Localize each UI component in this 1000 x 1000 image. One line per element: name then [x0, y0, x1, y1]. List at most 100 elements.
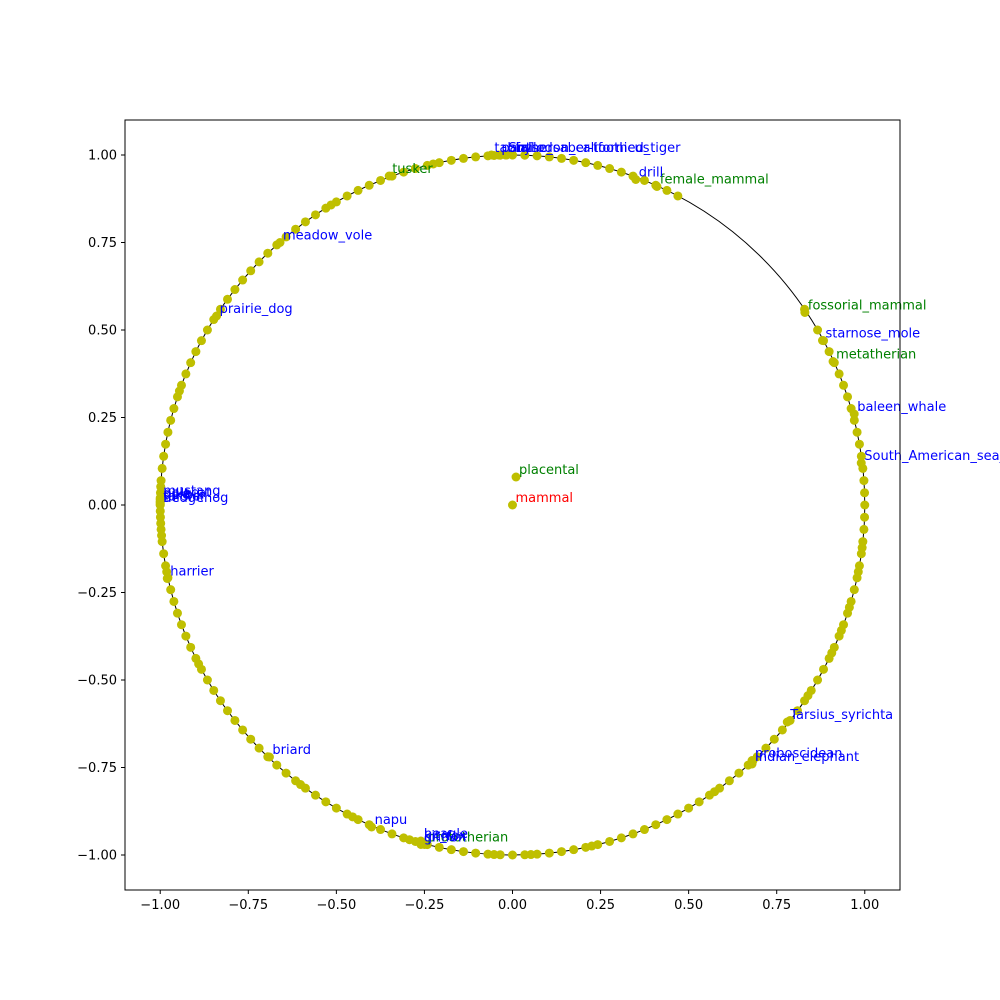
scatter-point	[824, 347, 834, 357]
point-label: metatherian	[836, 348, 916, 363]
scatter-point	[587, 841, 597, 851]
point-label: gerbil	[163, 488, 200, 503]
scatter-point	[843, 392, 853, 402]
scatter-point	[209, 685, 219, 695]
scatter-point	[326, 200, 336, 210]
scatter-point	[544, 848, 554, 858]
point-label: panther	[501, 141, 553, 156]
scatter-point	[169, 596, 179, 606]
scatter-point	[246, 734, 256, 744]
scatter-point	[859, 524, 869, 534]
scatter-point	[311, 210, 321, 220]
labeled-point	[416, 836, 426, 846]
scatter-point	[544, 152, 554, 162]
scatter-point	[857, 543, 867, 553]
scatter-point	[157, 531, 167, 541]
x-tick-label: −1.00	[140, 898, 180, 913]
x-tick-label: 0.25	[586, 898, 615, 913]
point-label: South_American_sea_lion	[864, 449, 1000, 464]
point-label: tabby	[494, 141, 532, 156]
scatter-point	[662, 185, 672, 195]
scatter-point	[684, 803, 694, 813]
scatter-point	[254, 743, 264, 753]
y-tick-label: 0.00	[88, 499, 117, 514]
scatter-point	[223, 706, 233, 716]
labeled-point	[486, 150, 496, 160]
scatter-point	[813, 675, 823, 685]
scatter-point	[673, 809, 683, 819]
scatter-point	[856, 451, 866, 461]
point-label: baleen_whale	[857, 400, 946, 415]
y-tick-label: −0.75	[77, 761, 117, 776]
scatter-point	[202, 675, 212, 685]
point-label: starnose_mole	[826, 327, 921, 342]
scatter-point	[639, 825, 649, 835]
x-tick-label: 0.75	[762, 898, 791, 913]
scatter-point	[263, 248, 273, 258]
point-label: female_mammal	[660, 173, 769, 188]
point-label: false_saber-toothed_tiger	[516, 141, 682, 156]
scatter-point	[410, 164, 420, 174]
y-tick-label: −1.00	[77, 849, 117, 864]
labeled-point	[511, 472, 521, 482]
x-tick-label: 0.50	[674, 898, 703, 913]
scatter-point	[174, 386, 184, 396]
point-label: napu	[375, 813, 408, 828]
scatter-point	[157, 463, 167, 473]
scatter-point	[169, 404, 179, 414]
scatter-point	[364, 180, 374, 190]
y-tick-label: 0.50	[88, 324, 117, 339]
point-label: harrier	[170, 565, 214, 580]
scatter-point	[181, 369, 191, 379]
labeled-point	[212, 311, 222, 321]
labeled-point	[800, 308, 810, 317]
labeled-point	[856, 458, 866, 468]
labeled-point	[264, 752, 274, 762]
scatter-point	[181, 631, 191, 641]
labeled-point	[493, 150, 503, 160]
scatter-point	[348, 812, 358, 822]
scatter-point	[230, 285, 240, 295]
scatter-point	[710, 787, 720, 797]
point-label: Smilodon_californicus	[508, 141, 649, 156]
x-tick-label: 1.00	[850, 898, 879, 913]
scatter-point	[471, 152, 481, 162]
scatter-point	[839, 380, 849, 390]
scatter-point	[581, 158, 591, 168]
point-label: prairie_dog	[220, 302, 293, 317]
scatter-point	[761, 743, 771, 753]
scatter-point	[376, 825, 386, 835]
scatter-point	[605, 836, 615, 846]
labeled-point	[818, 336, 827, 345]
x-tick-label: 0.00	[498, 898, 527, 913]
point-label: tusker	[392, 162, 433, 177]
scatter-point	[859, 476, 869, 486]
scatter-point	[353, 185, 363, 195]
scatter-point	[291, 224, 301, 234]
scatter-point	[215, 304, 225, 314]
scatter-point	[557, 847, 567, 857]
scatter-point	[191, 347, 201, 357]
scatter-point	[557, 153, 567, 163]
x-axis-ticks: −1.00 −0.75 −0.50 −0.25 0.00 0.25 0.50 0.75 1.00	[140, 890, 879, 913]
labeled-point	[631, 175, 641, 184]
point-label: hedgehog	[163, 491, 228, 506]
labeled-point	[500, 150, 510, 160]
point-label: Tarsius_syrichta	[789, 708, 893, 723]
labeled-point	[367, 822, 377, 832]
point-label: briard	[272, 743, 311, 758]
scatter-point	[223, 294, 233, 304]
scatter-point	[844, 602, 854, 612]
scatter-point	[860, 512, 870, 522]
scatter-point	[387, 829, 397, 839]
scatter-point	[156, 482, 166, 492]
scatter-point	[230, 715, 240, 725]
scatter-point	[428, 159, 438, 169]
scatter-point	[813, 325, 823, 335]
scatter-point	[526, 850, 536, 860]
labeled-point	[782, 717, 792, 727]
x-tick-label: −0.25	[405, 898, 445, 913]
y-tick-label: 1.00	[88, 149, 117, 164]
scatter-point	[281, 768, 291, 778]
scatter-point	[163, 427, 173, 437]
